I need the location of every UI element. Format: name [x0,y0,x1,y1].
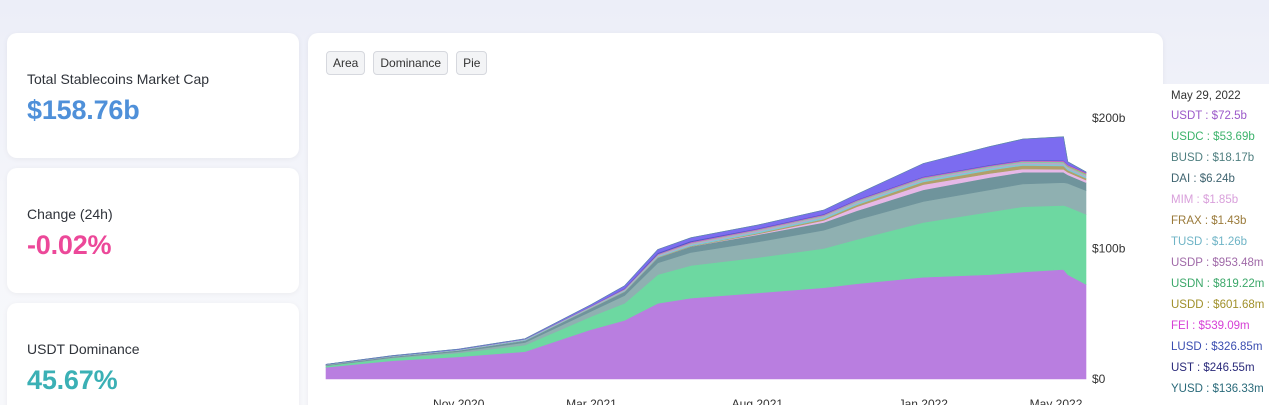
change-24h-card: Change (24h) -0.02% [7,168,299,293]
chart-panel: Area Dominance Pie $0 $100b $200b Nov 2020 M… [308,33,1163,405]
tab-area[interactable]: Area [326,51,366,75]
usdt-dominance-card: USDT Dominance 45.67% [7,303,299,405]
tooltip-entry: MIM : $1.85b [1171,194,1239,206]
x-tick-label: May 2022 [1030,397,1083,405]
y-tick-label: $0 [1092,372,1106,386]
usdt-dominance-value: 45.67% [27,365,118,395]
tab-pie[interactable]: Pie [456,51,488,75]
stacked-area-chart[interactable]: $0 $100b $200b Nov 2020 Mar 2021 Aug 2021 Jan … [308,33,1163,405]
chart-view-tabs: Area Dominance Pie [326,51,488,75]
total-market-cap-label: Total Stablecoins Market Cap [27,71,210,87]
tooltip-entry: FRAX : $1.43b [1171,215,1247,227]
x-tick-label: Nov 2020 [433,397,485,405]
chart-tooltip: May 29, 2022 USDT : $72.5b USDC : $53.69b… [1163,84,1269,405]
y-tick-label: $200b [1092,111,1126,125]
x-tick-label: Aug 2021 [732,397,784,405]
tooltip-entry: USDC : $53.69b [1171,131,1255,143]
tooltip-entry: BUSD : $18.17b [1171,152,1255,164]
tooltip-entry: YUSD : $136.33m [1171,383,1264,395]
y-tick-label: $100b [1092,242,1126,256]
tooltip-entry: LUSD : $326.85m [1171,341,1263,353]
x-tick-label: Mar 2021 [566,397,617,405]
total-market-cap-card: Total Stablecoins Market Cap $158.76b [7,33,299,158]
tooltip-entry: USDT : $72.5b [1171,110,1247,122]
tooltip-entry: USDP : $953.48m [1171,257,1264,269]
area-series-yusd[interactable] [325,136,1087,365]
tooltip-entry: DAI : $6.24b [1171,173,1235,185]
tab-dominance[interactable]: Dominance [373,51,449,75]
tooltip-entry: TUSD : $1.26b [1171,236,1248,248]
tooltip-entry: USDD : $601.68m [1171,299,1265,311]
tooltip-entry: UST : $246.55m [1171,362,1255,374]
usdt-dominance-label: USDT Dominance [27,341,140,357]
tooltip-date: May 29, 2022 [1171,90,1241,102]
tooltip-entry: USDN : $819.22m [1171,278,1265,290]
total-market-cap-value: $158.76b [27,95,140,125]
x-tick-label: Jan 2022 [899,397,949,405]
change-24h-label: Change (24h) [27,206,113,222]
change-24h-value: -0.02% [27,230,112,260]
tooltip-entry: FEI : $539.09m [1171,320,1250,332]
